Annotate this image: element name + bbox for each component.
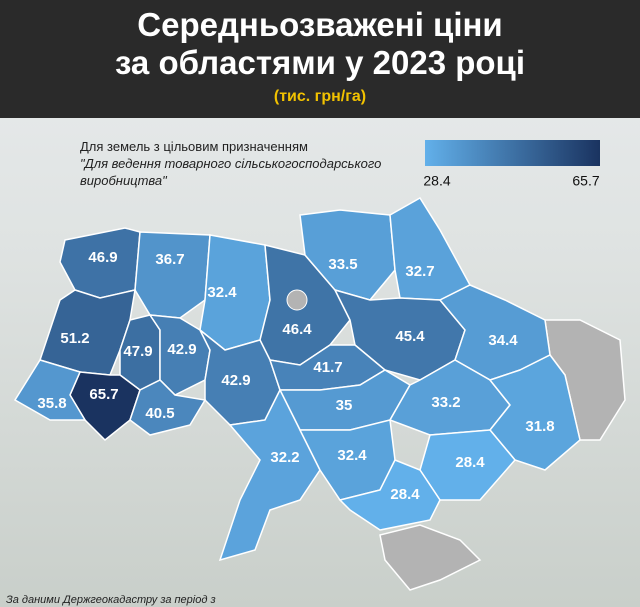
region-value: 40.5 (145, 405, 174, 422)
region-value: 47.9 (123, 343, 152, 360)
title: за областями у 2023 році (114, 44, 526, 81)
region-value: 65.7 (89, 386, 118, 403)
legend-caption: Для земель з цільовим призначенням "Для … (80, 138, 381, 189)
source: За даними Держгеокадастру за період з (6, 594, 216, 606)
region-value: 32.4 (337, 447, 367, 464)
region-gray (286, 289, 308, 311)
region-value: 42.9 (167, 341, 196, 358)
region (69, 371, 141, 442)
region-value: 32.4 (207, 284, 237, 301)
legend-max: 65.7 (572, 173, 599, 189)
region (13, 359, 87, 421)
region-value: 33.5 (328, 256, 357, 273)
legend-bar (425, 140, 600, 166)
region-value: 34.4 (488, 332, 518, 349)
region-value: 46.4 (282, 321, 312, 338)
region (488, 354, 581, 471)
region (129, 379, 207, 436)
region-value: 35 (336, 397, 353, 414)
region-value: 32.7 (405, 263, 434, 280)
region (338, 459, 441, 531)
region-value: 33.2 (431, 394, 460, 411)
region-value: 36.7 (155, 251, 184, 268)
region (134, 231, 211, 319)
region-value: 41.7 (313, 359, 342, 376)
region-value: 31.8 (525, 418, 554, 435)
title: Середньозважені ціни (137, 6, 503, 43)
region-value: 46.9 (88, 249, 117, 266)
region (389, 196, 472, 301)
unit: (тис. грн/га) (273, 88, 367, 105)
caption-line: Для земель з цільовим призначенням (80, 139, 308, 154)
caption-line: виробництва" (80, 173, 167, 188)
region (218, 388, 321, 562)
region-gray (379, 524, 482, 591)
region-value: 35.8 (37, 395, 66, 412)
legend-min: 28.4 (423, 173, 450, 189)
caption-line: "Для ведення товарного сільськогосподарс… (80, 156, 382, 171)
region-value: 28.4 (390, 486, 420, 503)
region-value: 32.2 (270, 449, 299, 466)
region-value: 51.2 (60, 330, 89, 347)
region-value: 45.4 (395, 328, 425, 345)
region-value: 42.9 (221, 372, 250, 389)
header: Середньозважені ціни за областями у 2023… (0, 0, 640, 118)
region-value: 28.4 (455, 454, 485, 471)
